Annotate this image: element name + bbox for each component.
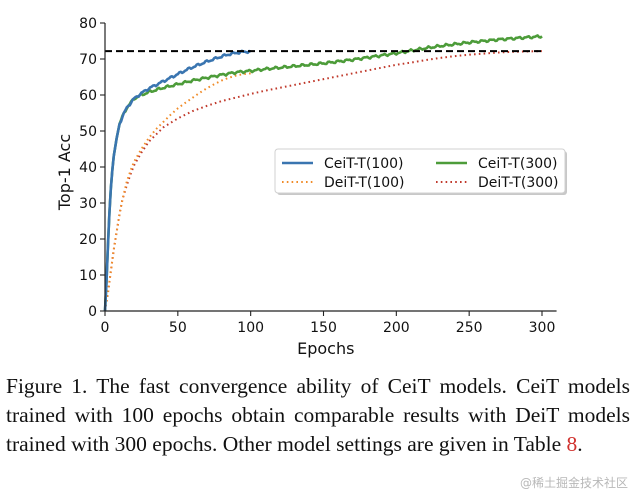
series-line-ceit-t-300	[103, 34, 543, 312]
x-tick-label: 50	[169, 320, 187, 336]
y-tick-label: 20	[79, 232, 97, 248]
plot-lines	[103, 34, 543, 312]
y-tick-label: 80	[79, 16, 97, 32]
ticks: 0 50 100 150 200 250 300 0 10 20 30 40 50 60 70 80	[79, 16, 555, 336]
legend-label: CeiT-T(100)	[324, 156, 404, 172]
x-tick-label: 300	[529, 320, 556, 336]
x-tick-label: 100	[237, 320, 264, 336]
y-tick-label: 40	[79, 160, 97, 176]
y-tick-label: 10	[79, 268, 97, 284]
legend-label: DeiT-T(300)	[478, 175, 559, 191]
caption-end: .	[577, 432, 583, 456]
x-axis-label: Epochs	[297, 339, 354, 358]
legend-label: DeiT-T(100)	[324, 175, 405, 191]
series-line-deit-t-300	[104, 50, 543, 312]
y-tick-label: 60	[79, 88, 97, 104]
y-axis-label: Top-1 Acc	[55, 134, 74, 211]
y-tick-label: 50	[79, 124, 97, 140]
x-tick-label: 200	[383, 320, 410, 336]
legend: CeiT-T(100) DeiT-T(100) CeiT-T(300) DeiT-T(…	[274, 148, 567, 195]
caption-text: Figure 1. The fast convergence ability o…	[6, 374, 630, 456]
series-line-deit-t-100	[104, 72, 251, 312]
y-tick-label: 30	[79, 196, 97, 212]
figure-caption: Figure 1. The fast convergence ability o…	[6, 372, 630, 459]
x-tick-label: 150	[310, 320, 337, 336]
series-line-ceit-t-100	[103, 49, 251, 312]
y-tick-label: 0	[88, 304, 97, 320]
convergence-chart: 0 50 100 150 200 250 300 0 10 20 30 40 50 60 70 80 Epoc…	[55, 16, 567, 358]
x-tick-label: 250	[456, 320, 483, 336]
x-tick-label: 0	[101, 320, 110, 336]
legend-label: CeiT-T(300)	[478, 156, 558, 172]
table-reference-link[interactable]: 8	[566, 432, 578, 456]
y-tick-label: 70	[79, 52, 97, 68]
legend-frame	[274, 148, 566, 194]
watermark: @稀土掘金技术社区	[519, 476, 628, 490]
